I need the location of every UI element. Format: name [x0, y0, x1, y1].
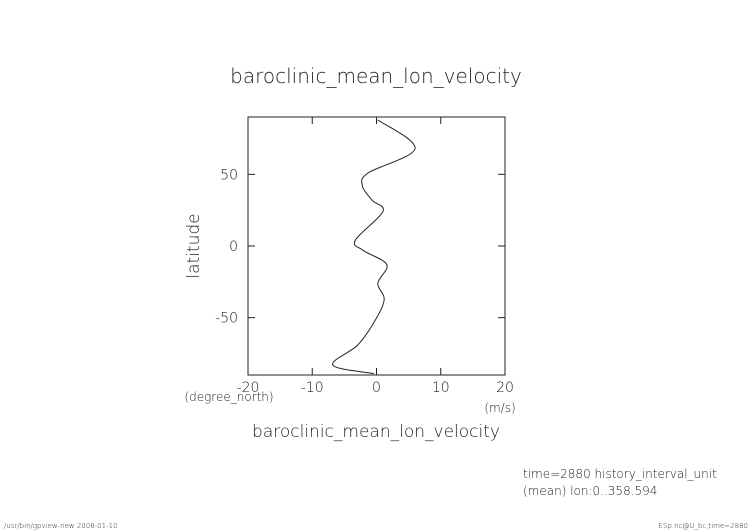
chart-title: baroclinic_mean_lon_velocity — [230, 64, 522, 88]
x-unit: (m/s) — [484, 401, 515, 415]
x-tick-label: -20 — [237, 380, 260, 396]
footer: ESp.nc@U_bc,time=2880 — [659, 522, 748, 530]
y-tick-label: -50 — [215, 311, 238, 327]
x-tick-label: 0 — [372, 380, 381, 396]
x-axis-label: baroclinic_mean_lon_velocity — [252, 422, 500, 442]
note: time=2880 history_interval_unit — [523, 467, 717, 481]
footer: /usr/bin/gpview-new 2008-01-10 — [4, 522, 118, 530]
y-unit: (degree_north) — [184, 390, 273, 404]
note: (mean) lon:0..358.594 — [523, 484, 657, 498]
x-tick-label: 20 — [496, 380, 514, 396]
y-tick-label: 50 — [220, 167, 238, 183]
x-tick-label: -10 — [301, 380, 324, 396]
x-tick-label: 10 — [432, 380, 450, 396]
y-axis-label: latitude — [184, 213, 204, 278]
plot-frame — [247, 116, 506, 376]
y-tick-label: 0 — [229, 239, 238, 255]
data-line — [332, 119, 416, 375]
